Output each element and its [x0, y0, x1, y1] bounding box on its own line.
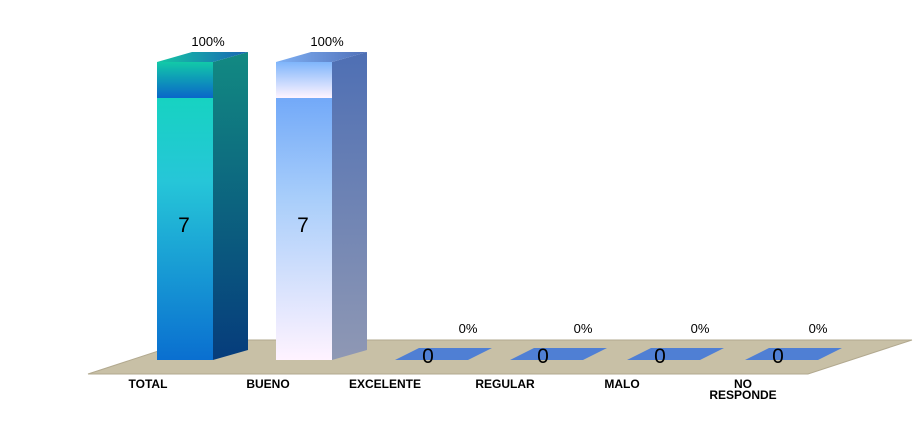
- bar-no-responde: [745, 348, 842, 360]
- category-label-line: RESPONDE: [709, 388, 776, 402]
- bar-malo: [627, 348, 724, 360]
- bar-side-bueno: [332, 52, 367, 360]
- value-label-total: 7: [178, 214, 190, 237]
- bar-side-total: [213, 52, 248, 360]
- category-label-line: NO: [734, 377, 752, 391]
- value-label-malo: 0: [654, 345, 666, 368]
- chart-percent-labels: 100% 100% 0% 0% 0% 0%: [191, 34, 827, 336]
- category-label-line: BUENO: [246, 377, 289, 391]
- bar-topband-total: [157, 62, 213, 98]
- percent-label-total: 100%: [191, 34, 225, 49]
- percent-label-no-responde: 0%: [809, 321, 828, 336]
- category-label-bueno: BUENO: [246, 377, 289, 391]
- bar-cap-total: [157, 52, 248, 62]
- category-label-total: TOTAL: [129, 377, 168, 391]
- category-label-line: EXCELENTE: [349, 377, 421, 391]
- category-label-line: TOTAL: [129, 377, 168, 391]
- chart-value-labels: 7 7 0 0 0 0: [178, 214, 784, 368]
- value-label-regular: 0: [537, 345, 549, 368]
- category-label-malo: MALO: [604, 377, 639, 391]
- category-label-excelente: EXCELENTE: [349, 377, 421, 391]
- percent-label-malo: 0%: [691, 321, 710, 336]
- category-label-line: REGULAR: [475, 377, 535, 391]
- value-label-excelente: 0: [422, 345, 434, 368]
- percent-label-regular: 0%: [574, 321, 593, 336]
- bar-front-bueno: [276, 62, 332, 360]
- chart-category-labels: TOTAL BUENO EXCELENTE REGULAR MALO NO RESPONDE: [129, 377, 777, 402]
- bar-regular: [510, 348, 607, 360]
- bar-bueno: [276, 52, 367, 360]
- category-label-line: MALO: [604, 377, 639, 391]
- bar-excelente: [395, 348, 492, 360]
- value-label-bueno: 7: [297, 214, 309, 237]
- bar-front-total: [157, 62, 213, 360]
- category-label-no-responde: NO RESPONDE: [709, 377, 776, 402]
- bar-total: [157, 52, 248, 360]
- percent-label-excelente: 0%: [459, 321, 478, 336]
- value-label-no-responde: 0: [772, 345, 784, 368]
- percent-label-bueno: 100%: [310, 34, 344, 49]
- bar-topband-bueno: [276, 62, 332, 98]
- chart-bars: [157, 52, 842, 360]
- bar-cap-bueno: [276, 52, 367, 62]
- category-label-regular: REGULAR: [475, 377, 535, 391]
